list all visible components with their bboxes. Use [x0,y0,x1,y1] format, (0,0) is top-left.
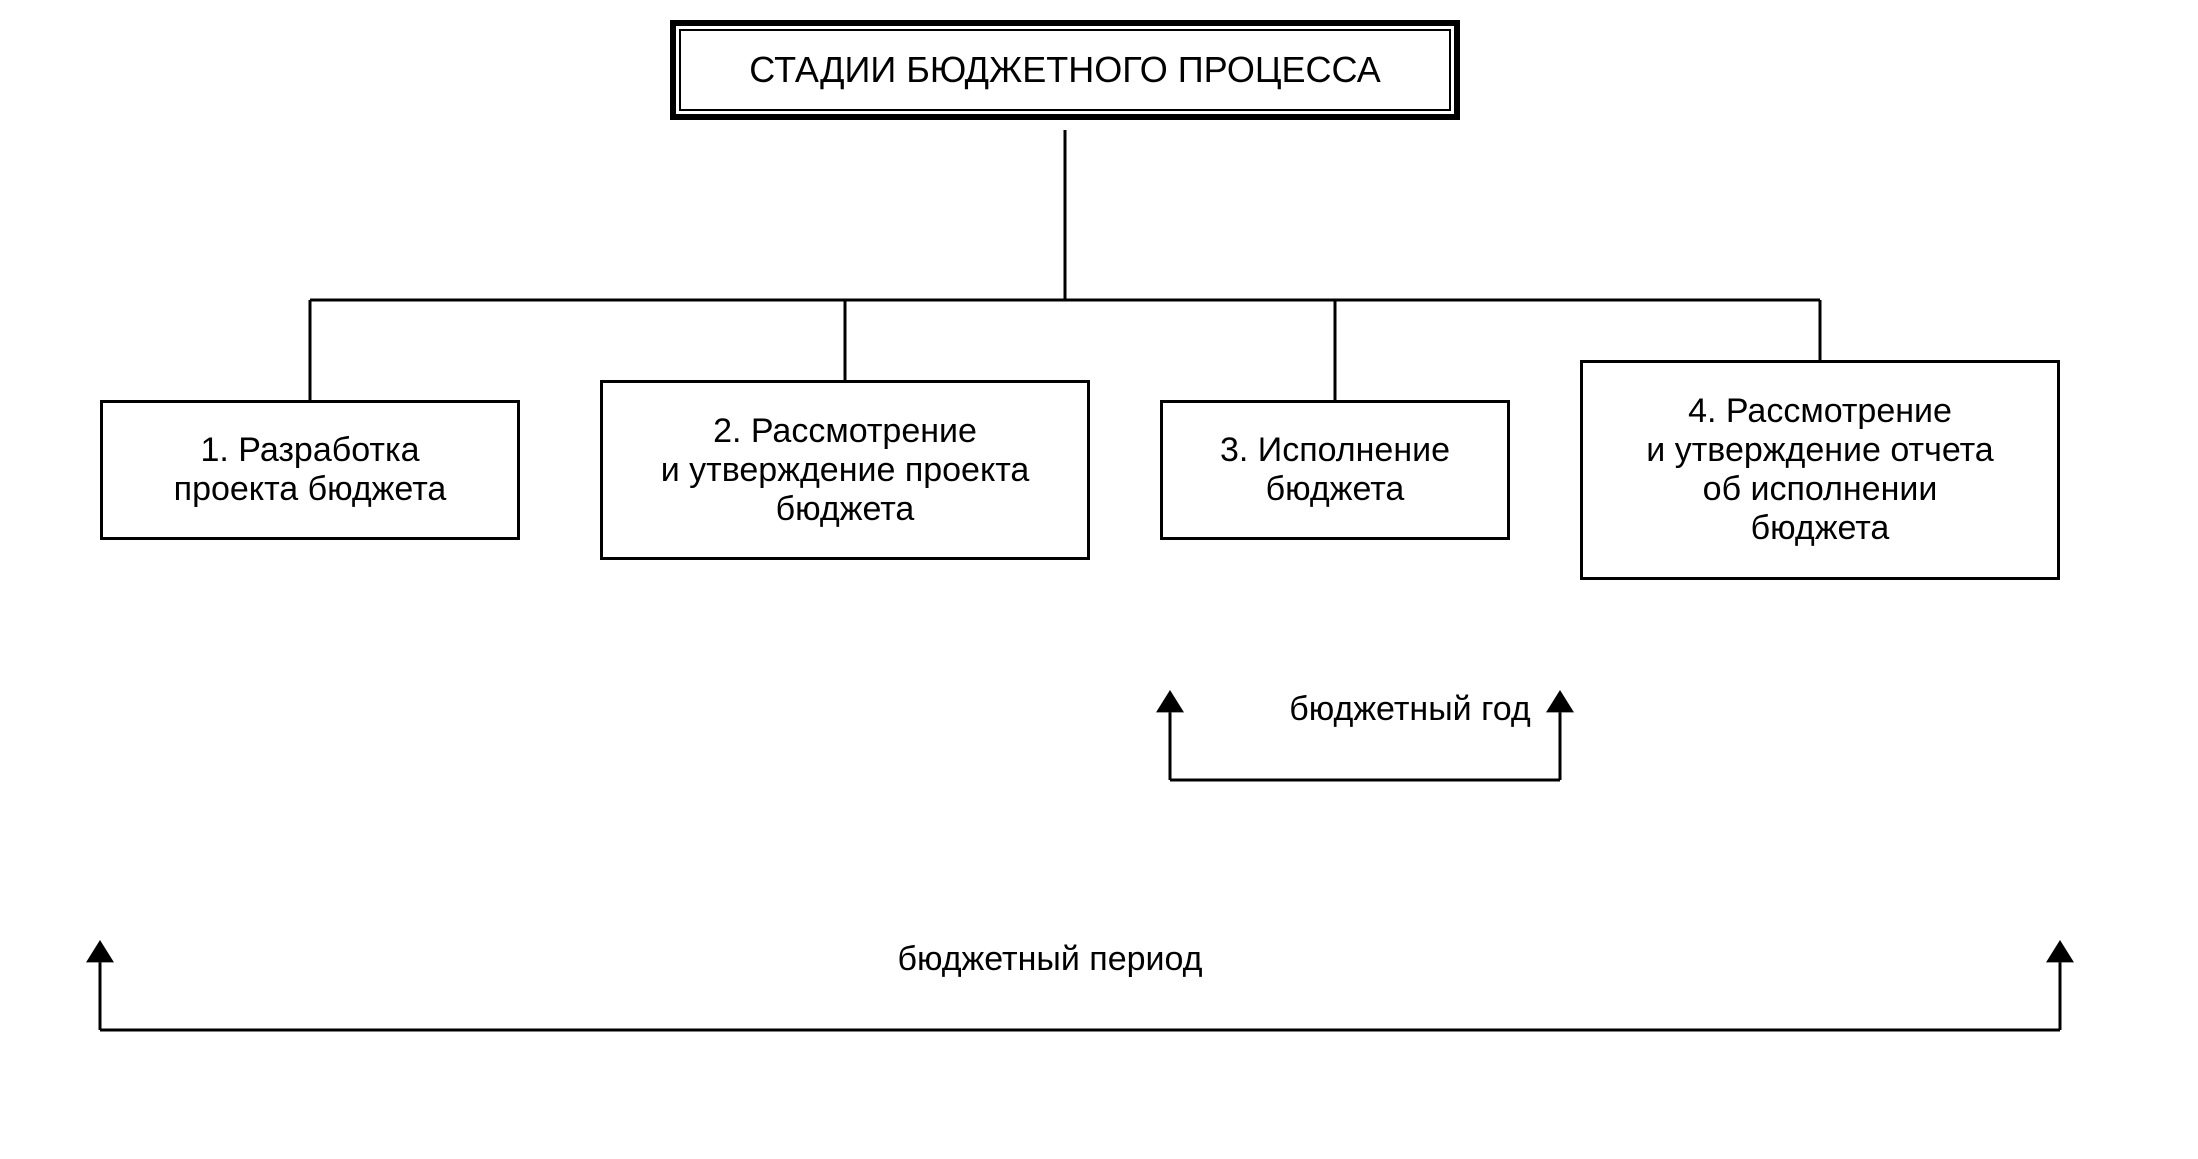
stage-box-1: 1. Разработкапроекта бюджета [100,400,520,540]
stage-box-3: 3. Исполнениебюджета [1160,400,1510,540]
stage-label-1: 1. Разработкапроекта бюджета [174,431,447,509]
year-bracket-text: бюджетный год [1289,690,1530,728]
period-bracket-text: бюджетный период [897,940,1202,978]
title-box-inner: СТАДИИ БЮДЖЕТНОГО ПРОЦЕССА [679,29,1451,111]
stage-label-2: 2. Рассмотрениеи утверждение проектабюдж… [661,412,1030,529]
stage-box-2: 2. Рассмотрениеи утверждение проектабюдж… [600,380,1090,560]
stage-label-4: 4. Рассмотрениеи утверждение отчетаоб ис… [1646,392,1993,548]
title-text: СТАДИИ БЮДЖЕТНОГО ПРОЦЕССА [749,49,1380,90]
stage-box-4: 4. Рассмотрениеи утверждение отчетаоб ис… [1580,360,2060,580]
year-bracket-label: бюджетный год [1260,690,1560,729]
diagram-container: СТАДИИ БЮДЖЕТНОГО ПРОЦЕССА 1. Разработка… [0,0,2198,1159]
title-box: СТАДИИ БЮДЖЕТНОГО ПРОЦЕССА [670,20,1460,120]
period-bracket-label: бюджетный период [850,940,1250,979]
stage-label-3: 3. Исполнениебюджета [1220,431,1450,509]
